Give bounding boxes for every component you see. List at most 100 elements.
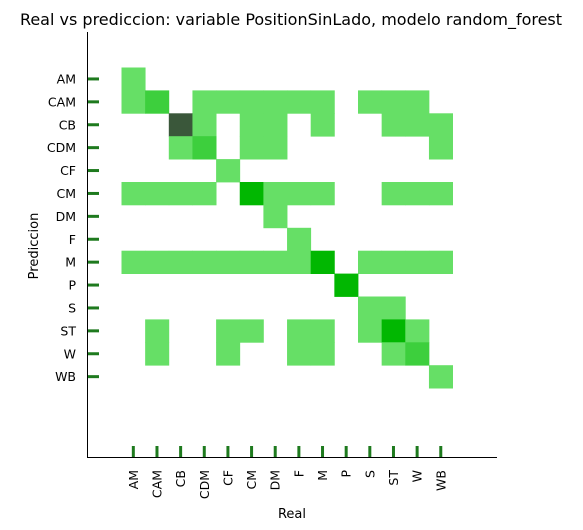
- heatmap-cell: [358, 319, 383, 343]
- heatmap-cell: [310, 182, 335, 206]
- heatmap-cell: [428, 113, 453, 137]
- heatmap-cell: [263, 250, 288, 274]
- heatmap-cell: [287, 227, 312, 252]
- heatmap-cell: [287, 90, 312, 114]
- heatmap-cell: [310, 250, 335, 274]
- heatmap-cell: [405, 113, 430, 137]
- heatmap-cell: [381, 342, 406, 366]
- y-tick-label: WB: [55, 369, 76, 384]
- heatmap-cell: [381, 182, 406, 206]
- heatmap-cells: [121, 67, 453, 389]
- x-tick-label: CDM: [197, 470, 212, 499]
- heatmap-cell: [428, 365, 453, 389]
- heatmap-cell: [216, 90, 241, 114]
- heatmap-cell: [239, 250, 264, 274]
- heatmap-cell: [121, 250, 146, 274]
- x-tick-label: CB: [173, 470, 188, 487]
- heatmap-cell: [358, 90, 383, 114]
- heatmap-cell: [263, 204, 288, 229]
- y-tick-label: P: [68, 278, 76, 293]
- y-tick-label: M: [65, 255, 76, 270]
- heatmap-cell: [310, 319, 335, 343]
- y-tick-label: ST: [60, 323, 76, 338]
- heatmap-cell: [168, 136, 193, 160]
- heatmap-cell: [145, 90, 170, 114]
- heatmap-cell: [239, 182, 264, 206]
- heatmap-cell: [239, 113, 264, 137]
- heatmap-cell: [263, 113, 288, 137]
- heatmap-cell: [216, 342, 241, 366]
- heatmap-cell: [405, 182, 430, 206]
- heatmap-cell: [405, 90, 430, 114]
- heatmap-cell: [145, 182, 170, 206]
- y-tick-label: DM: [56, 209, 76, 224]
- heatmap-cell: [168, 250, 193, 274]
- heatmap-cell: [381, 113, 406, 137]
- x-tick-label: CF: [220, 470, 235, 486]
- x-tick-label: F: [291, 470, 306, 477]
- heatmap-cell: [405, 250, 430, 274]
- x-tick-label: M: [315, 470, 330, 481]
- x-tick-label: ST: [386, 470, 401, 486]
- y-tick-label: W: [64, 346, 76, 361]
- x-tick-label: W: [410, 470, 425, 482]
- heatmap-cell: [121, 182, 146, 206]
- heatmap-cell: [310, 90, 335, 114]
- heatmap-cell: [428, 250, 453, 274]
- heatmap-cell: [239, 319, 264, 343]
- heatmap-cell: [263, 182, 288, 206]
- heatmap-cell: [192, 136, 217, 160]
- x-tick-label: AM: [126, 470, 141, 489]
- heatmap-cell: [287, 250, 312, 274]
- x-tick-label: S: [362, 470, 377, 478]
- x-tick-label: DM: [268, 470, 283, 490]
- y-tick-label: CM: [56, 186, 76, 201]
- x-tick-label: P: [339, 470, 354, 478]
- heatmap-cell: [287, 342, 312, 366]
- heatmap-cell: [239, 90, 264, 114]
- heatmap-cell: [121, 90, 146, 114]
- heatmap-cell: [381, 319, 406, 343]
- heatmap-cell: [216, 319, 241, 343]
- heatmap-cell: [145, 319, 170, 343]
- y-tick-label: CAM: [48, 94, 76, 109]
- y-tick-label: F: [69, 232, 76, 247]
- heatmap-cell: [287, 182, 312, 206]
- heatmap-cell: [192, 113, 217, 137]
- heatmap-cell: [310, 113, 335, 137]
- heatmap-cell: [405, 342, 430, 366]
- heatmap-cell: [334, 273, 359, 297]
- heatmap-cell: [263, 136, 288, 160]
- heatmap-cell: [145, 342, 170, 366]
- x-tick-label: CAM: [149, 470, 164, 498]
- heatmap-cell: [310, 342, 335, 366]
- y-tick-label: CDM: [47, 140, 76, 155]
- heatmap-cell: [287, 319, 312, 343]
- y-tick-label: S: [68, 300, 76, 315]
- heatmap-cell: [428, 136, 453, 160]
- heatmap-cell: [121, 67, 146, 91]
- heatmap-cell: [192, 182, 217, 206]
- heatmap-cell: [192, 90, 217, 114]
- heatmap-cell: [358, 296, 383, 320]
- y-axis-label: Prediccion: [27, 213, 42, 280]
- heatmap-cell: [381, 296, 406, 320]
- heatmap-cell: [192, 250, 217, 274]
- heatmap-cell: [405, 319, 430, 343]
- heatmap-cell: [381, 250, 406, 274]
- y-tick-label: CF: [60, 163, 76, 178]
- y-tick-label: AM: [57, 71, 76, 86]
- heatmap-cell: [239, 136, 264, 160]
- heatmap-cell: [145, 250, 170, 274]
- heatmap-cell: [381, 90, 406, 114]
- heatmap-cell: [358, 250, 383, 274]
- x-axis-ticks: AM CAM CB CDM CF CM DM F M P S ST W WB: [126, 446, 448, 499]
- heatmap-cell: [168, 113, 193, 137]
- heatmap-cell: [216, 159, 241, 183]
- x-axis-label: Real: [278, 507, 306, 522]
- heatmap-cell: [168, 182, 193, 206]
- x-tick-label: WB: [433, 470, 448, 491]
- heatmap-cell: [263, 90, 288, 114]
